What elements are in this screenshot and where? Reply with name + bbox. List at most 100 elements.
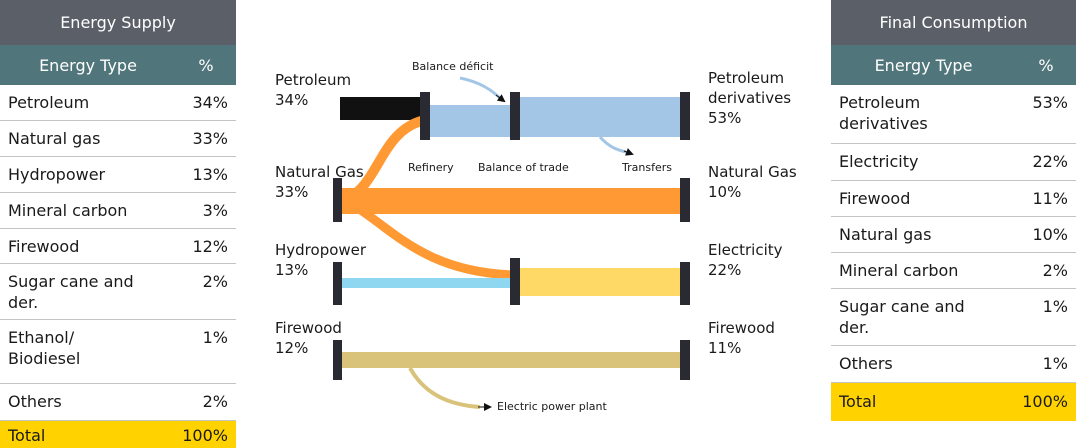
flow-band	[518, 97, 684, 137]
row-name: Petroleum	[8, 93, 90, 112]
source-name: Firewood	[275, 319, 342, 337]
total-row: Total 100%	[831, 383, 1076, 421]
flow-band	[340, 188, 684, 214]
table-row: Ethanol/ Biodiesel 1%	[0, 320, 236, 384]
header-cell: Energy Type	[874, 55, 973, 75]
source-label: Hydropower 13%	[275, 240, 395, 280]
table-row: Electricity 22%	[831, 144, 1076, 181]
table-row: Sugar cane and der. 1%	[831, 289, 1076, 346]
row-value: 100%	[1022, 392, 1068, 411]
row-value: 1%	[1042, 297, 1068, 316]
arrow	[623, 148, 634, 156]
row-name: Hydropower	[8, 165, 106, 184]
row-value: 33%	[192, 129, 228, 148]
source-label: Natural Gas 33%	[275, 162, 395, 202]
source-value: 34%	[275, 91, 309, 109]
row-name: Total	[839, 392, 877, 411]
source-label: Petroleum 34%	[275, 70, 395, 110]
table-header: Energy Type%	[0, 45, 236, 85]
source-value: 12%	[275, 339, 309, 357]
table-title: Energy Supply	[0, 0, 236, 45]
row-value: 3%	[202, 201, 228, 220]
row-value: 2%	[1042, 261, 1068, 280]
table-row: Firewood 11%	[831, 181, 1076, 217]
target-label: Firewood 11%	[708, 318, 808, 358]
row-name: Firewood	[839, 189, 911, 208]
row-name: Total	[8, 426, 46, 445]
row-name: Mineral carbon	[839, 261, 959, 280]
table-row: Hydropower 13%	[0, 157, 236, 193]
target-name: Firewood	[708, 319, 775, 337]
row-value: 53%	[1032, 93, 1068, 112]
row-value: 13%	[192, 165, 228, 184]
table-row: Others 1%	[831, 346, 1076, 383]
source-name: Natural Gas	[275, 163, 364, 181]
arrow	[495, 94, 506, 103]
source-label: Firewood 12%	[275, 318, 395, 358]
header-cell: %	[198, 55, 214, 75]
source-value: 13%	[275, 261, 309, 279]
flow-band	[340, 278, 514, 288]
annotation: Balance of trade	[478, 161, 569, 174]
target-label: Natural Gas 10%	[708, 162, 808, 202]
row-name: Sugar cane and der.	[839, 297, 965, 337]
row-value: 34%	[192, 93, 228, 112]
target-name: Natural Gas	[708, 163, 797, 181]
target-label: Petroleum derivatives 53%	[708, 68, 808, 128]
table-row: Firewood 12%	[0, 229, 236, 264]
annotation: Balance déficit	[412, 60, 494, 73]
source-name: Hydropower	[275, 241, 367, 259]
row-name: Ethanol/ Biodiesel	[8, 328, 81, 368]
header-cell: %	[1038, 55, 1054, 75]
table-row: Petroleum 34%	[0, 85, 236, 121]
row-value: 1%	[202, 328, 228, 347]
flow-curve	[408, 367, 481, 409]
table-row: Petroleum derivatives 53%	[831, 85, 1076, 144]
source-value: 33%	[275, 183, 309, 201]
row-value: 2%	[202, 392, 228, 411]
table-row: Mineral carbon 2%	[831, 253, 1076, 289]
target-value: 10%	[708, 183, 742, 201]
row-name: Others	[8, 392, 62, 411]
table-row: Natural gas 33%	[0, 121, 236, 157]
row-value: 22%	[1032, 152, 1068, 171]
row-name: Electricity	[839, 152, 919, 171]
flow-band	[518, 268, 684, 296]
row-name: Natural gas	[8, 129, 101, 148]
annotation: Refinery	[408, 161, 454, 174]
row-value: 11%	[1032, 189, 1068, 208]
target-value: 53%	[708, 109, 742, 127]
table-row: Sugar cane and der. 2%	[0, 264, 236, 320]
total-row: Total 100%	[0, 421, 236, 448]
row-name: Firewood	[8, 237, 80, 256]
row-name: Petroleum derivatives	[839, 93, 928, 133]
row-name: Others	[839, 354, 893, 373]
supply-table: Energy Supply Energy Type% Petroleum 34% N…	[0, 0, 236, 448]
flow-band	[430, 105, 514, 137]
target-name: Electricity	[708, 241, 783, 259]
flow-band	[340, 352, 684, 368]
row-name: Sugar cane and der.	[8, 272, 134, 312]
table-header: Energy Type%	[831, 45, 1076, 85]
row-value: 2%	[202, 272, 228, 291]
header-cell: Energy Type	[39, 55, 137, 75]
table-title: Final Consumption	[831, 0, 1076, 45]
consumption-table: Final Consumption Energy Type% Petroleum…	[831, 0, 1076, 421]
target-value: 11%	[708, 339, 742, 357]
arrow	[598, 135, 627, 154]
arrow	[459, 76, 504, 102]
source-name: Petroleum	[275, 71, 352, 89]
row-value: 12%	[192, 237, 228, 256]
annotation: Transfers	[622, 161, 672, 174]
target-value: 22%	[708, 261, 742, 279]
flow-band	[340, 97, 422, 120]
row-value: 100%	[182, 426, 228, 445]
target-name: Petroleum derivatives	[708, 69, 792, 107]
table-row: Natural gas 10%	[831, 217, 1076, 253]
row-name: Natural gas	[839, 225, 932, 244]
target-label: Electricity 22%	[708, 240, 808, 280]
row-value: 10%	[1032, 225, 1068, 244]
annotation: Electric power plant	[497, 400, 607, 413]
